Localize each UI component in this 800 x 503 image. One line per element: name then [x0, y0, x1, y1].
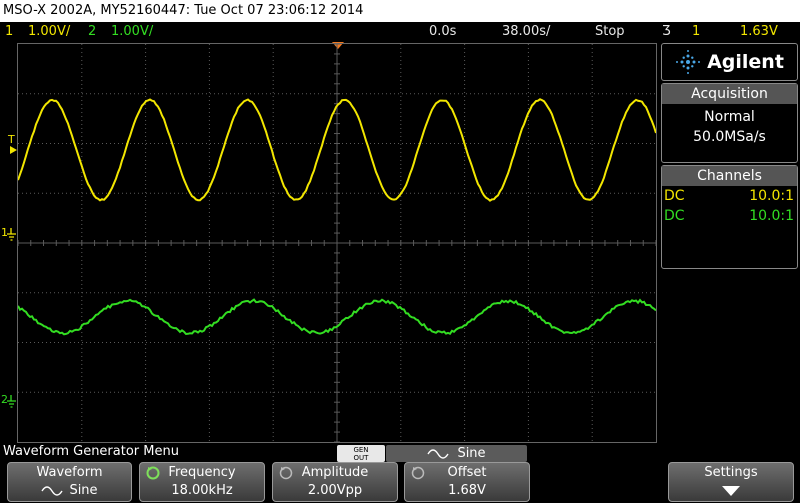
time-scale[interactable]: 38.00s/ [502, 22, 550, 41]
gen-out-line2: OUT [337, 454, 385, 462]
ch1-scale[interactable]: 1.00V/ [28, 22, 70, 41]
waveform-type-tab: Sine [386, 445, 527, 462]
channels-panel: Channels DC 10.0:1 DC 10.0:1 [661, 165, 798, 269]
acquisition-mode: Normal [662, 107, 797, 127]
knob-icon [146, 466, 160, 480]
settings-label: Settings [669, 463, 793, 482]
amplitude-value: 2.00Vpp [273, 482, 397, 500]
gen-out-indicator: GEN OUT [337, 445, 385, 462]
trigger-source[interactable]: 1 [692, 22, 700, 41]
right-info-panel: Agilent Acquisition Normal 50.0MSa/s Cha… [661, 43, 798, 267]
trigger-edge-icon: Ʒ [662, 22, 671, 41]
down-arrow-icon [716, 484, 746, 498]
ch1-coupling: DC [664, 186, 685, 206]
ch2-scale[interactable]: 1.00V/ [111, 22, 153, 41]
ground-icon [6, 228, 17, 242]
status-bar: 1 1.00V/ 2 1.00V/ 0.0s 38.00s/ Stop Ʒ 1 … [0, 22, 800, 41]
offset-value: 1.68V [405, 482, 529, 500]
ch1-number[interactable]: 1 [5, 22, 13, 41]
trigger-level[interactable]: 1.63V [740, 22, 778, 41]
menu-title: Waveform Generator Menu [3, 444, 179, 459]
offset-softkey[interactable]: Offset 1.68V [404, 462, 530, 502]
waveform-display[interactable] [17, 43, 657, 443]
title-text: MSO-X 2002A, MY52160447: Tue Oct 07 23:0… [3, 3, 363, 18]
settings-softkey[interactable]: Settings [668, 462, 794, 502]
ch1-probe-ratio: 10.0:1 [749, 186, 794, 206]
ground-icon [6, 395, 17, 409]
sine-wave-icon [41, 486, 63, 496]
trigger-level-marker: T [8, 133, 15, 146]
brand-logo: Agilent [661, 43, 798, 81]
agilent-spark-icon [675, 49, 701, 75]
amplitude-softkey[interactable]: Amplitude 2.00Vpp [272, 462, 398, 502]
menu-bar: Waveform Generator Menu GEN OUT Sine [0, 443, 800, 462]
ch2-number[interactable]: 2 [88, 22, 96, 41]
channel-row: DC 10.0:1 [662, 186, 797, 206]
acquisition-header: Acquisition [662, 84, 797, 104]
ch2-coupling: DC [664, 206, 685, 226]
waveform-type-text: Sine [457, 446, 485, 461]
brand-name: Agilent [707, 51, 784, 73]
run-state[interactable]: Stop [595, 22, 625, 41]
knob-icon [411, 466, 425, 480]
channel-row: DC 10.0:1 [662, 206, 797, 226]
frequency-softkey[interactable]: Frequency 18.00kHz [139, 462, 265, 502]
waveform-softkey[interactable]: Waveform Sine [7, 462, 132, 502]
waveform-value: Sine [69, 483, 97, 498]
ch2-probe-ratio: 10.0:1 [749, 206, 794, 226]
time-delay[interactable]: 0.0s [429, 22, 456, 41]
acquisition-panel: Acquisition Normal 50.0MSa/s [661, 83, 798, 163]
sample-rate: 50.0MSa/s [662, 127, 797, 147]
knob-icon [279, 466, 293, 480]
channels-header: Channels [662, 166, 797, 186]
scope-graticule [18, 44, 656, 442]
sine-wave-icon [427, 449, 449, 459]
title-bar: MSO-X 2002A, MY52160447: Tue Oct 07 23:0… [0, 0, 800, 22]
gen-out-line1: GEN [337, 446, 385, 454]
frequency-value: 18.00kHz [140, 482, 264, 500]
waveform-label: Waveform [8, 463, 131, 482]
trigger-arrow-icon [10, 146, 17, 154]
